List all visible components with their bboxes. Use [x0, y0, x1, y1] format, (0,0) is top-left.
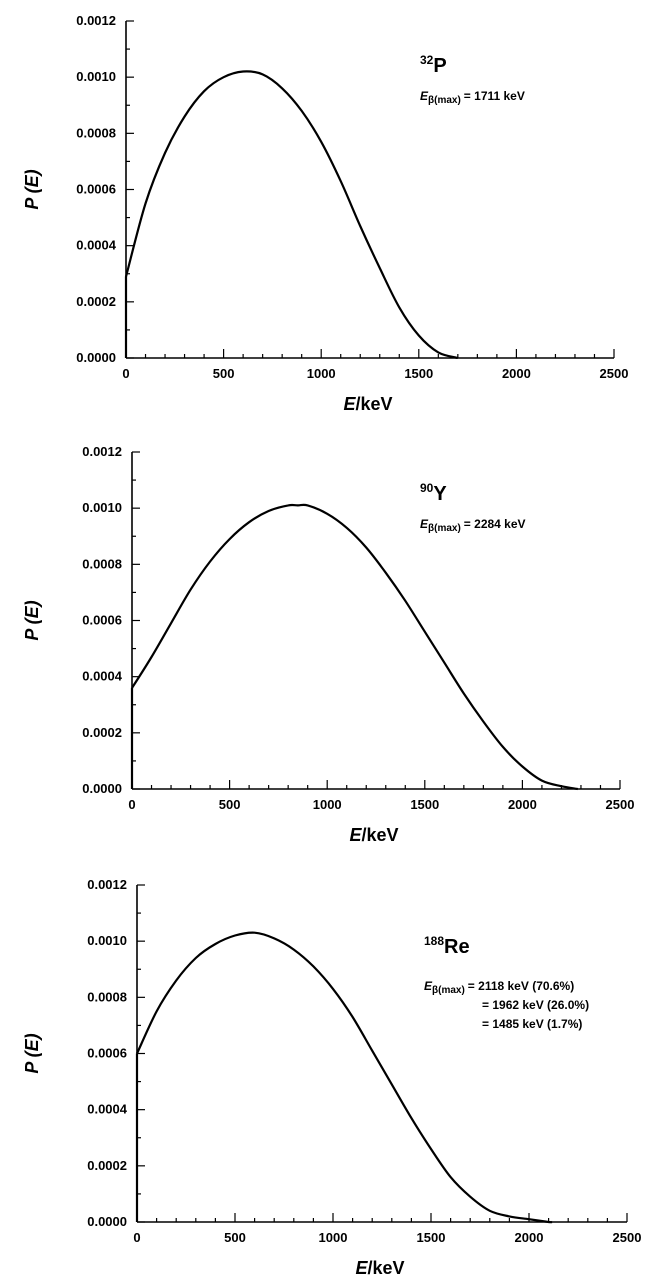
x-tick-label: 1000: [313, 797, 342, 812]
y-tick-label: 0.0012: [87, 877, 127, 892]
y-tick-label: 0.0008: [87, 989, 127, 1004]
nuclide-label: 188Re: [424, 934, 470, 958]
y-tick-label: 0.0012: [82, 444, 122, 459]
x-tick-label: 0: [128, 797, 135, 812]
emax-annotation: = 1962 keV (26.0%): [482, 998, 589, 1012]
emax-annotation: Eβ(max) = 1711 keV: [420, 89, 525, 106]
x-axis-title: E/keV: [349, 825, 398, 845]
x-tick-label: 0: [133, 1230, 140, 1245]
y-axis-title: P (E): [22, 169, 42, 209]
emax-annotation: = 1485 keV (1.7%): [482, 1017, 582, 1031]
x-axis-title: E/keV: [355, 1258, 404, 1276]
y-tick-label: 0.0006: [82, 613, 122, 628]
x-tick-label: 2500: [613, 1230, 642, 1245]
x-axis-title: E/keV: [343, 394, 392, 414]
y-tick-label: 0.0008: [82, 556, 122, 571]
x-tick-label: 1500: [417, 1230, 446, 1245]
y-tick-label: 0.0006: [87, 1046, 127, 1061]
emax-annotation: Eβ(max) = 2284 keV: [420, 517, 526, 534]
x-tick-label: 500: [224, 1230, 246, 1245]
y-tick-label: 0.0000: [82, 781, 122, 796]
beta-spectrum-line: [131, 503, 579, 791]
x-tick-label: 1500: [410, 797, 439, 812]
y-tick-label: 0.0000: [87, 1214, 127, 1229]
y-tick-label: 0.0012: [76, 13, 116, 28]
x-tick-label: 0: [122, 366, 129, 381]
y-tick-label: 0.0010: [76, 69, 116, 84]
y-tick-label: 0.0006: [76, 182, 116, 197]
y-tick-label: 0.0002: [76, 294, 116, 309]
x-tick-label: 2500: [606, 797, 635, 812]
y-tick-label: 0.0000: [76, 350, 116, 365]
y-axis-title: P (E): [22, 600, 42, 640]
y-tick-label: 0.0010: [82, 500, 122, 515]
y-tick-label: 0.0004: [82, 669, 123, 684]
x-tick-label: 2000: [502, 366, 531, 381]
x-tick-label: 2500: [600, 366, 629, 381]
y-tick-label: 0.0002: [82, 725, 122, 740]
emax-annotation: Eβ(max) = 2118 keV (70.6%): [424, 979, 574, 996]
y-tick-label: 0.0008: [76, 125, 116, 140]
beta-spectrum-line: [124, 70, 459, 360]
y-axis-title: P (E): [22, 1033, 42, 1073]
y-tick-label: 0.0004: [76, 238, 117, 253]
chart-panel-p: 0.0000 0.0002 0.0004 0.0006 0.0008 0.0010 0.00…: [22, 13, 628, 414]
x-tick-label: 1000: [319, 1230, 348, 1245]
x-tick-label: 500: [213, 366, 235, 381]
x-tick-label: 2000: [515, 1230, 544, 1245]
y-tick-label: 0.0010: [87, 933, 127, 948]
y-tick-label: 0.0004: [87, 1102, 128, 1117]
chart-panel-y: 0.0000 0.0002 0.0004 0.0006 0.0008 0.0010 0.00…: [22, 444, 634, 845]
y-tick-label: 0.0002: [87, 1158, 127, 1173]
x-tick-label: 500: [219, 797, 241, 812]
beta-spectrum-line: [136, 931, 553, 1224]
x-tick-label: 1000: [307, 366, 336, 381]
x-tick-label: 2000: [508, 797, 537, 812]
chart-panel-re: 0.0000 0.0002 0.0004 0.0006 0.0008 0.0010 0.00…: [22, 877, 641, 1276]
x-tick-label: 1500: [404, 366, 433, 381]
nuclide-label: 90Y: [420, 481, 447, 505]
nuclide-label: 32P: [420, 53, 447, 77]
